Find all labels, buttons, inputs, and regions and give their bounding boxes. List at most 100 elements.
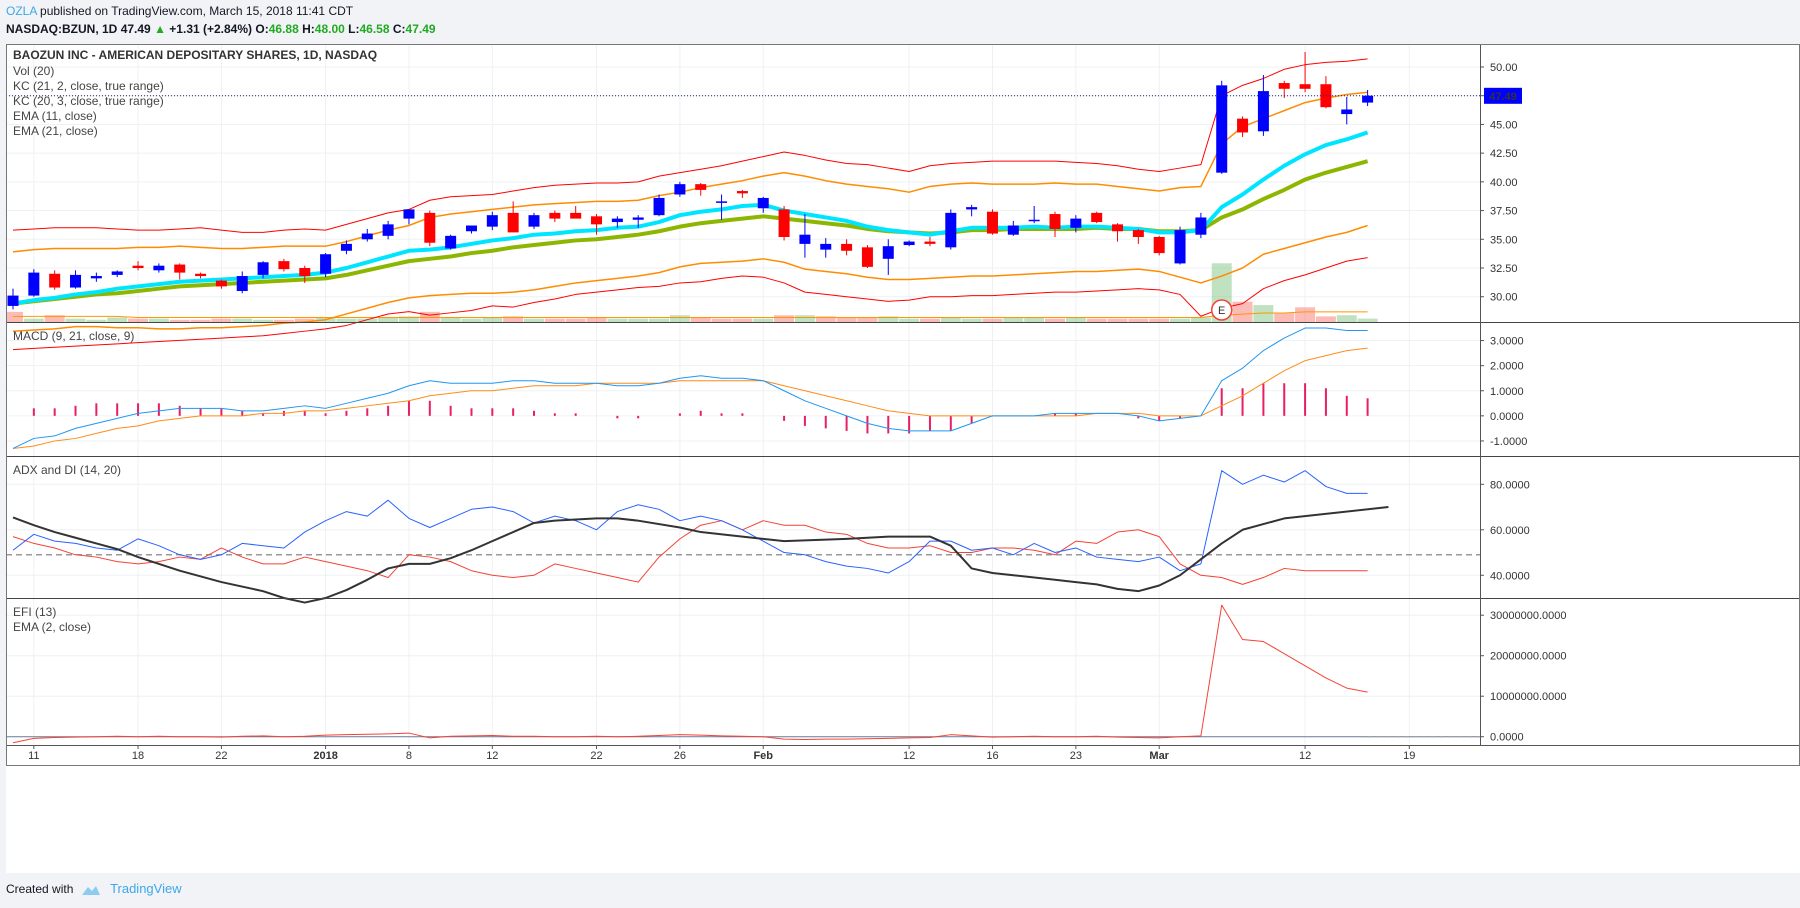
tradingview-logo-icon [81, 885, 100, 895]
volume-bar [1190, 317, 1211, 322]
volume-bar [815, 316, 836, 322]
volume-bar [1065, 317, 1086, 322]
created-with-text: Created with [6, 882, 74, 896]
symbol-ohlc-bar: NASDAQ:BZUN, 1D 47.49 ▲ +1.31 (+2.84%) O… [6, 21, 436, 37]
volume-bar [565, 318, 586, 322]
price-change: +1.31 (+2.84%) [169, 22, 253, 36]
volume-bar [419, 311, 440, 322]
volume-bar [982, 318, 1003, 322]
chart-container[interactable]: 50.0047.5045.0042.5040.0037.5035.0032.50… [6, 44, 1800, 873]
legend-main-item: EMA (21, close) [13, 124, 98, 138]
up-arrow-icon: ▲ [154, 22, 166, 36]
time-axis-tick: 26 [674, 750, 686, 762]
volume-bar [544, 318, 565, 322]
volume-bar [1045, 318, 1065, 322]
candle-body [736, 191, 748, 194]
last-price-badge [1484, 87, 1522, 104]
candle-body [591, 216, 603, 225]
candle-body [1007, 225, 1019, 235]
author-link[interactable]: OZLA [6, 4, 37, 18]
candle-body [174, 264, 186, 273]
volume-bar [899, 318, 920, 322]
kc-inner-upper-line [12, 91, 1368, 253]
macd-axis-tick: -1.0000 [1490, 436, 1527, 448]
candle-body [382, 224, 394, 236]
volume-bar [190, 319, 211, 322]
macd-axis-tick: 3.0000 [1490, 336, 1524, 348]
legend-main-item: EMA (11, close) [13, 109, 97, 123]
candle-body [1153, 236, 1165, 254]
candle-body [841, 243, 853, 251]
candle-body [132, 265, 144, 269]
candle-body [820, 243, 832, 250]
candle-body [320, 254, 332, 274]
time-axis-tick: 22 [590, 750, 602, 762]
volume-bar [65, 318, 86, 322]
price-axis-tick: 40.00 [1490, 177, 1518, 189]
volume-bar [1253, 305, 1274, 322]
volume-bar [1357, 318, 1378, 322]
volume-bar [669, 315, 690, 322]
candle-body [903, 241, 915, 246]
efi-axis-tick: 10000000.0000 [1490, 691, 1566, 703]
time-axis-tick: 23 [1070, 750, 1082, 762]
adx-axis-tick: 80.0000 [1490, 479, 1530, 491]
symbol-label: NASDAQ:BZUN, 1D [6, 22, 118, 36]
low-value: 46.58 [359, 22, 390, 36]
earnings-marker-icon [1210, 299, 1233, 321]
volume-bar [336, 318, 357, 322]
volume-bar [649, 318, 670, 322]
volume-bar [378, 317, 399, 322]
volume-ma-line [13, 311, 1368, 318]
candle-body [882, 246, 894, 259]
candle-body [507, 212, 519, 233]
candle-body [1216, 85, 1228, 173]
volume-bar [253, 319, 274, 322]
volume-bar [1295, 307, 1316, 322]
volume-bar [878, 316, 899, 322]
volume-bar [211, 318, 232, 322]
volume-bar [628, 318, 649, 322]
candle-body [445, 235, 457, 249]
volume-bar [23, 318, 44, 322]
candle-body [403, 209, 415, 219]
volume-bar [1315, 316, 1336, 322]
close-value: 47.49 [405, 22, 436, 36]
candle-body [361, 233, 373, 240]
macd-line [12, 327, 1368, 449]
time-axis-tick: 19 [1403, 750, 1415, 762]
volume-bar [919, 318, 940, 322]
volume-bar [273, 319, 294, 322]
tradingview-brand-link[interactable]: TradingView [110, 881, 182, 896]
candle-body [195, 273, 207, 277]
candle-body [340, 243, 352, 251]
time-axis-tick: 11 [28, 750, 39, 762]
time-axis-tick: 2018 [313, 750, 337, 762]
candle-body [257, 262, 269, 275]
candle-body [674, 184, 686, 195]
adx-line [12, 506, 1389, 604]
candle-body [528, 215, 540, 227]
volume-bar [607, 318, 628, 322]
candle-body [611, 218, 623, 223]
candle-body [299, 268, 311, 277]
grid-lines [6, 44, 1480, 744]
volume-bar [128, 318, 149, 322]
volume-bar [1107, 318, 1128, 322]
candle-body [1049, 214, 1061, 229]
open-label: O: [255, 22, 269, 36]
candle-body [986, 211, 998, 234]
candle-body [70, 274, 82, 288]
volume-bar [294, 318, 315, 322]
volume-bar [86, 319, 107, 322]
efi-axis-tick: 30000000.0000 [1490, 610, 1566, 622]
macd-histogram [32, 383, 1369, 434]
volume-bar [357, 318, 378, 322]
volume-bar [940, 317, 961, 322]
candle-body [153, 265, 165, 271]
candle-body [424, 212, 436, 243]
time-axis-tick: 12 [1299, 750, 1311, 762]
volume-bar [44, 315, 65, 322]
chart-svg[interactable]: 50.0047.5045.0042.5040.0037.5035.0032.50… [6, 44, 1800, 873]
efi-line [12, 604, 1368, 744]
